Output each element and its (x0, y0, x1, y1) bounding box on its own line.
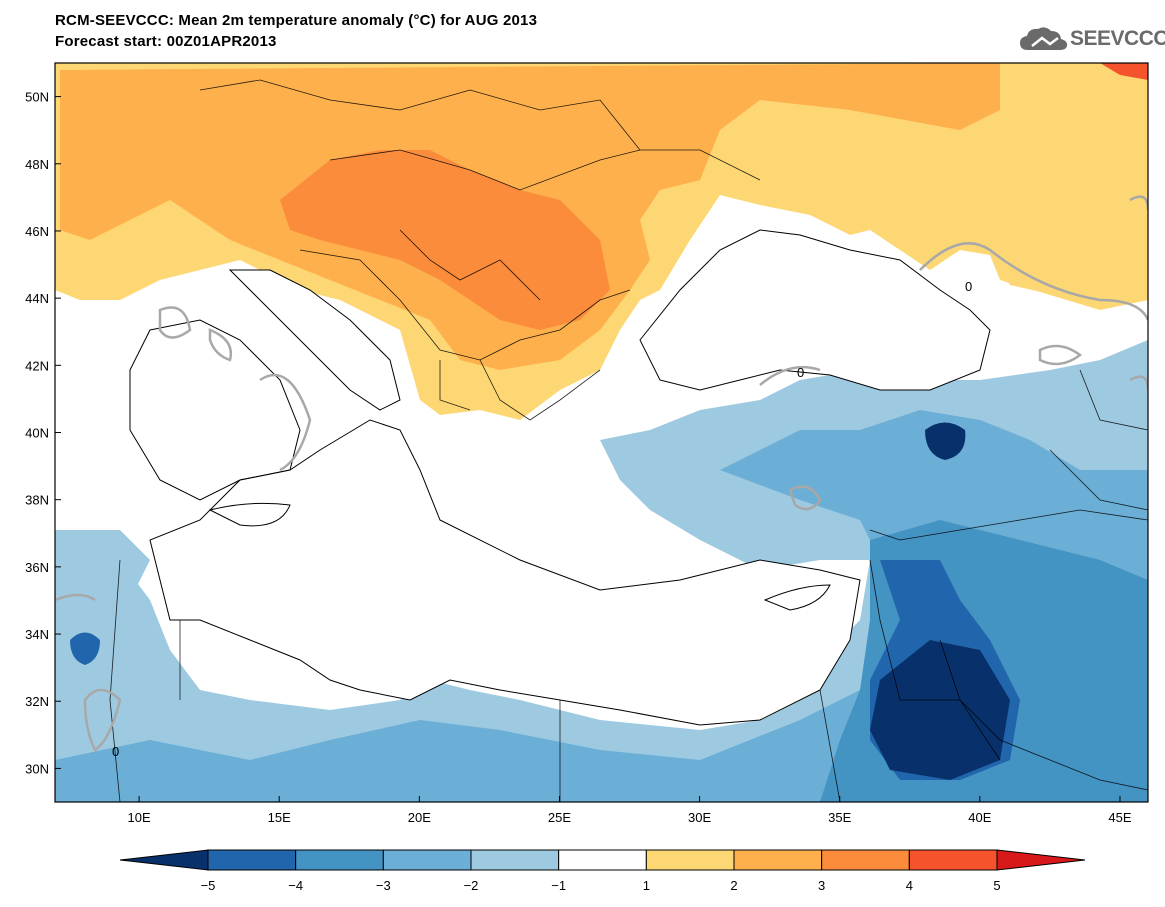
cool-5c-spot (925, 422, 966, 460)
lon-tick-label: 15E (268, 810, 291, 825)
lat-tick-label: 36N (25, 560, 49, 575)
lat-tick-label: 34N (25, 627, 49, 642)
warm-3c-region (280, 150, 610, 330)
lat-tick-label: 48N (25, 157, 49, 172)
black-sea (640, 230, 990, 390)
zero-contours (55, 195, 1148, 752)
logo-text: SEEVCCC (1070, 27, 1165, 50)
latitude-axis: 30N 32N 34N 36N 38N 40N 42N 44N 46N 48N 50N (25, 90, 61, 776)
lat-tick-label: 32N (25, 694, 49, 709)
forecast-start-label: Forecast start: 00Z01APR2013 (55, 33, 277, 50)
country-borders (109, 79, 1148, 802)
lat-tick-label: 42N (25, 358, 49, 373)
coastlines (129, 229, 991, 726)
lon-tick-label: 35E (828, 810, 851, 825)
longitude-axis: 10E 15E 20E 25E 30E 35E 40E 45E (128, 796, 1132, 825)
lat-tick-label: 30N (25, 761, 49, 776)
mediterranean-east (150, 420, 860, 725)
warm-anomaly-east (990, 220, 1148, 305)
lat-tick-label: 38N (25, 493, 49, 508)
cloud-icon (1020, 27, 1068, 50)
contour-label-0: 0 (965, 279, 972, 294)
lat-tick-label: 46N (25, 224, 49, 239)
tyrrhenian-sea (130, 320, 300, 500)
lon-tick-label: 20E (408, 810, 431, 825)
adriatic-sea (230, 270, 400, 410)
lon-tick-label: 25E (548, 810, 571, 825)
cool-5c-region (870, 640, 1010, 780)
lon-tick-label: 10E (128, 810, 151, 825)
lat-tick-label: 44N (25, 291, 49, 306)
map-title: RCM-SEEVCCC: Mean 2m temperature anomaly… (55, 12, 538, 29)
lat-tick-label: 40N (25, 426, 49, 441)
cool-west-region (55, 530, 150, 640)
lat-tick-label: 50N (25, 90, 49, 105)
lon-tick-label: 40E (968, 810, 991, 825)
warm-4c-region (1100, 63, 1148, 80)
contour-label-0: 0 (797, 365, 804, 380)
lon-tick-label: 45E (1108, 810, 1131, 825)
contour-label-0: 0 (112, 744, 119, 759)
cool-4c-spot-west (70, 632, 100, 665)
lon-tick-label: 30E (688, 810, 711, 825)
